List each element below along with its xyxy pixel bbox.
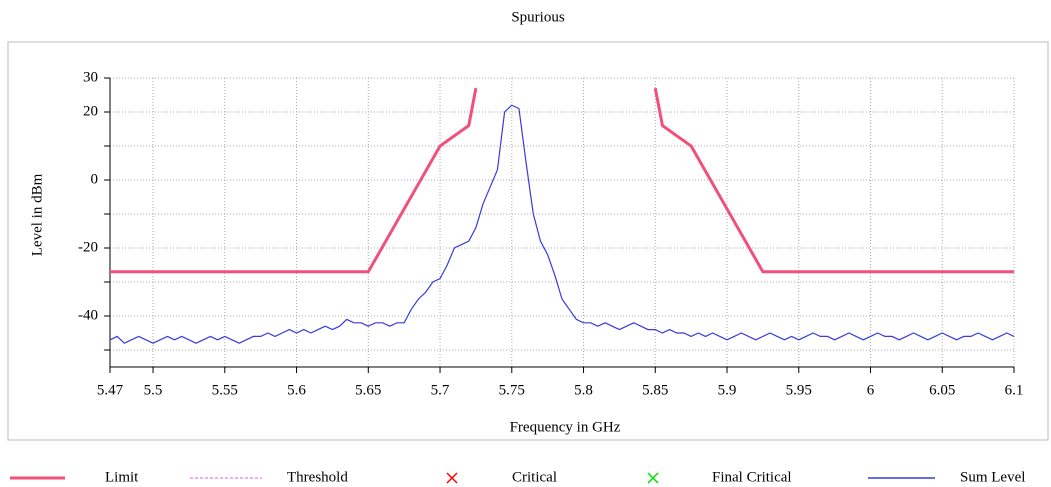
x-tick-label: 5.6: [287, 382, 306, 398]
y-tick-label: 20: [83, 103, 98, 119]
chart-title: Spurious: [511, 9, 565, 25]
series-line: [109, 104, 1015, 344]
chart-frame: [7, 41, 1049, 441]
y-tick-label: -20: [78, 239, 98, 255]
x-tick-label: 5.7: [431, 382, 450, 398]
x-tick-label: 5.85: [642, 382, 668, 398]
y-tick-label: 30: [83, 69, 98, 85]
legend-label: Sum Level: [960, 469, 1025, 485]
x-tick-label: 5.75: [499, 382, 525, 398]
y-axis-label: Level in dBm: [29, 173, 45, 256]
y-tick-label: 0: [91, 171, 99, 187]
series-line: [110, 87, 1014, 274]
x-tick-label: 5.5: [144, 382, 163, 398]
x-tick-label: 5.47: [97, 382, 124, 398]
x-tick-label: 5.8: [574, 382, 593, 398]
legend-swatch: [647, 472, 659, 484]
x-tick-label: 5.55: [212, 382, 238, 398]
x-tick-label: 6.1: [1005, 382, 1024, 398]
legend-label: Limit: [105, 469, 139, 485]
legend-label: Critical: [512, 469, 557, 485]
legend-label: Threshold: [287, 469, 348, 485]
x-tick-label: 5.95: [786, 382, 812, 398]
x-tick-label: 5.65: [355, 382, 381, 398]
x-tick-label: 6: [867, 382, 875, 398]
legend-swatch: [446, 472, 458, 484]
x-tick-label: 6.05: [929, 382, 955, 398]
legend-label: Final Critical: [712, 469, 792, 485]
x-axis-label: Frequency in GHz: [510, 419, 621, 435]
y-tick-label: -40: [78, 307, 98, 323]
x-tick-label: 5.9: [718, 382, 737, 398]
